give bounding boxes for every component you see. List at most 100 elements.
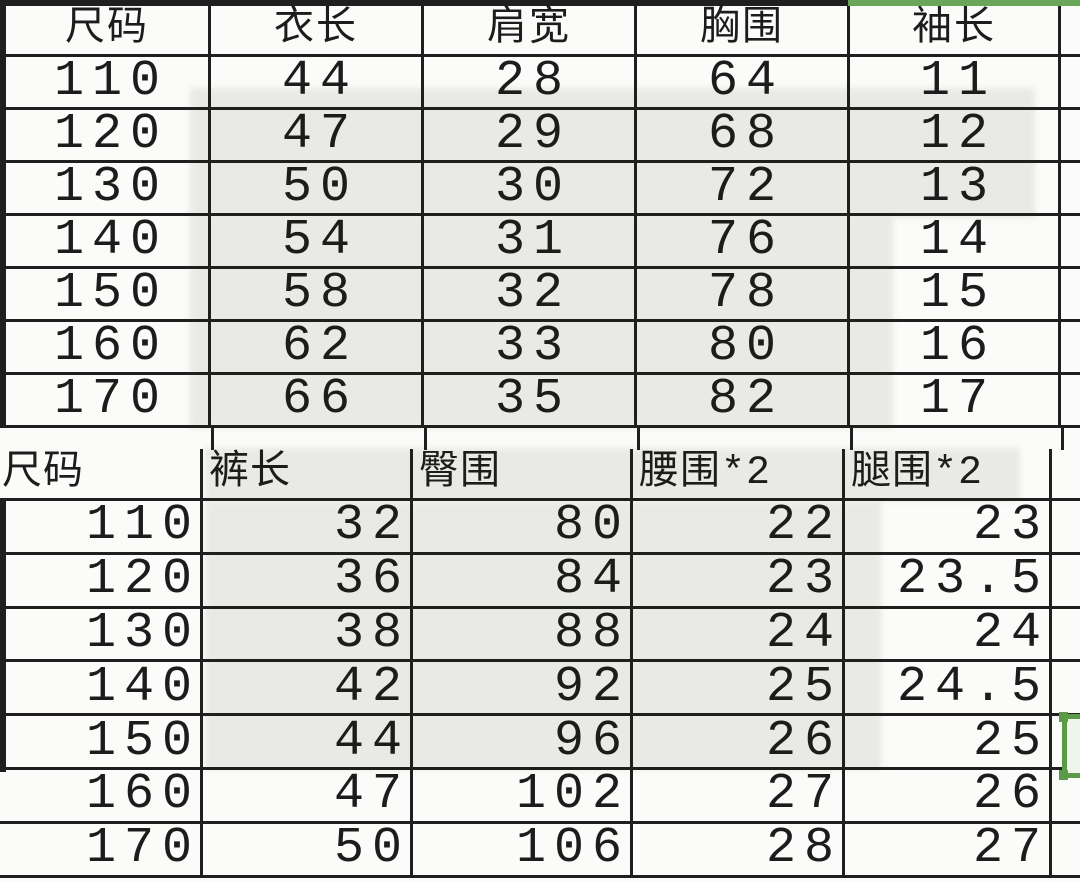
table-cell[interactable]: 58 xyxy=(211,269,424,322)
table-cell[interactable]: 24 xyxy=(633,609,845,663)
grid-filler xyxy=(1061,57,1080,110)
table-cell[interactable]: 24.5 xyxy=(845,662,1052,717)
grid-filler xyxy=(1052,770,1080,824)
table-cell[interactable]: 14 xyxy=(850,216,1061,269)
selection-handle-icon[interactable] xyxy=(1059,712,1068,722)
table-cell[interactable]: 50 xyxy=(203,824,413,878)
table-cell[interactable]: 62 xyxy=(211,322,424,375)
grid-filler xyxy=(1052,609,1080,663)
grid-filler xyxy=(1052,449,1080,501)
table-cell[interactable]: 130 xyxy=(0,609,203,663)
grid-stub-line xyxy=(1061,426,1064,450)
grid-filler xyxy=(1052,662,1080,717)
scan-shade-header-bottom xyxy=(205,448,1020,501)
grid-filler xyxy=(1052,824,1080,878)
table-cell[interactable]: 76 xyxy=(637,216,850,269)
scan-shade-bottom-rows xyxy=(205,501,881,770)
selection-top-edge-green xyxy=(848,0,1080,6)
table-cell[interactable]: 82 xyxy=(637,375,850,428)
table-cell[interactable]: 120 xyxy=(6,110,211,163)
table-cell[interactable]: 25 xyxy=(845,716,1052,770)
table-cell[interactable]: 11 xyxy=(850,57,1061,110)
table-cell[interactable]: 88 xyxy=(413,609,633,663)
table-cell[interactable]: 30 xyxy=(424,163,637,216)
table-cell[interactable]: 47 xyxy=(211,110,424,163)
table-cell[interactable]: 160 xyxy=(6,322,211,375)
top-size-table: 尺码 衣长 肩宽 胸围 袖长 110 44 28 64 11 120 47 29 68 12 130 50 30 7… xyxy=(0,0,1080,428)
cell-selection-box[interactable] xyxy=(1062,714,1080,778)
table-cell[interactable]: 80 xyxy=(413,501,633,555)
table-cell[interactable]: 120 xyxy=(0,555,203,609)
column-header[interactable]: 尺码 xyxy=(6,6,211,57)
table-cell[interactable]: 32 xyxy=(424,269,637,322)
table-cell[interactable]: 50 xyxy=(211,163,424,216)
table-cell[interactable]: 17 xyxy=(850,375,1061,428)
grid-filler xyxy=(1061,110,1080,163)
table-cell[interactable]: 170 xyxy=(0,824,203,878)
table-cell[interactable]: 68 xyxy=(637,110,850,163)
table-cell[interactable]: 23 xyxy=(633,555,845,609)
table-cell[interactable]: 96 xyxy=(413,716,633,770)
table-cell[interactable]: 25 xyxy=(633,662,845,717)
table-cell[interactable]: 32 xyxy=(203,501,413,555)
table-cell[interactable]: 140 xyxy=(6,216,211,269)
table-cell[interactable]: 28 xyxy=(424,57,637,110)
table-cell[interactable]: 92 xyxy=(413,662,633,717)
table-cell[interactable]: 150 xyxy=(6,269,211,322)
table-cell[interactable]: 72 xyxy=(637,163,850,216)
table-cell[interactable]: 54 xyxy=(211,216,424,269)
table-cell[interactable]: 150 xyxy=(0,716,203,770)
grid-filler xyxy=(1052,501,1080,555)
table-cell[interactable]: 31 xyxy=(424,216,637,269)
table-cell[interactable]: 28 xyxy=(633,824,845,878)
table-cell[interactable]: 140 xyxy=(0,662,203,717)
table-cell[interactable]: 64 xyxy=(637,57,850,110)
table-cell[interactable]: 29 xyxy=(424,110,637,163)
table-cell[interactable]: 47 xyxy=(203,770,413,824)
table-cell[interactable]: 26 xyxy=(845,770,1052,824)
table-cell[interactable]: 106 xyxy=(413,824,633,878)
table-cell[interactable]: 110 xyxy=(6,57,211,110)
table-cell[interactable]: 26 xyxy=(633,716,845,770)
table-cell[interactable]: 16 xyxy=(850,322,1061,375)
table-cell[interactable]: 33 xyxy=(424,322,637,375)
column-header[interactable]: 腰围*2 xyxy=(633,449,845,501)
column-header[interactable]: 肩宽 xyxy=(424,6,637,57)
table-cell[interactable]: 27 xyxy=(633,770,845,824)
table-cell[interactable]: 78 xyxy=(637,269,850,322)
column-header[interactable]: 腿围*2 xyxy=(845,449,1052,501)
table-cell[interactable]: 12 xyxy=(850,110,1061,163)
column-header[interactable]: 衣长 xyxy=(211,6,424,57)
table-cell[interactable]: 38 xyxy=(203,609,413,663)
table-cell[interactable]: 84 xyxy=(413,555,633,609)
column-header[interactable]: 尺码 xyxy=(0,449,203,501)
table-cell[interactable]: 23.5 xyxy=(845,555,1052,609)
table-cell[interactable]: 15 xyxy=(850,269,1061,322)
table-cell[interactable]: 24 xyxy=(845,609,1052,663)
table-cell[interactable]: 170 xyxy=(6,375,211,428)
table-cell[interactable]: 66 xyxy=(211,375,424,428)
table-cell[interactable]: 80 xyxy=(637,322,850,375)
column-header[interactable]: 裤长 xyxy=(203,449,413,501)
grid-filler xyxy=(1061,322,1080,375)
table-cell[interactable]: 160 xyxy=(0,770,203,824)
table-cell[interactable]: 44 xyxy=(211,57,424,110)
grid-filler xyxy=(1061,6,1080,57)
column-header[interactable]: 臀围 xyxy=(413,449,633,501)
table-cell[interactable]: 130 xyxy=(6,163,211,216)
table-cell[interactable]: 110 xyxy=(0,501,203,555)
table-cell[interactable]: 42 xyxy=(203,662,413,717)
selection-handle-icon[interactable] xyxy=(1059,770,1068,780)
table-cell[interactable]: 44 xyxy=(203,716,413,770)
table-cell[interactable]: 23 xyxy=(845,501,1052,555)
column-header[interactable]: 胸围 xyxy=(637,6,850,57)
table-cell[interactable]: 13 xyxy=(850,163,1061,216)
table-cell[interactable]: 35 xyxy=(424,375,637,428)
table-cell[interactable]: 36 xyxy=(203,555,413,609)
table-cell[interactable]: 102 xyxy=(413,770,633,824)
table-cell[interactable]: 22 xyxy=(633,501,845,555)
table-cell[interactable]: 27 xyxy=(845,824,1052,878)
column-header[interactable]: 袖长 xyxy=(850,6,1061,57)
grid-stub-line xyxy=(424,426,427,450)
